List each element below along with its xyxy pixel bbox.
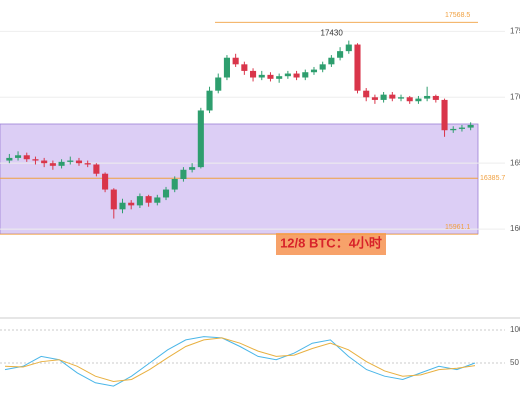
level-label: 15961.1 [445,224,470,231]
candle-body [371,97,378,100]
candle-body [93,164,100,174]
candle-body [450,128,457,131]
candle-body [302,72,309,78]
candle-body [441,99,448,131]
high-label: 17430 [321,29,344,38]
candle-body [397,97,405,99]
candle-body [345,44,352,52]
candle-body [467,124,474,128]
y-tick-label: 16000 [510,224,520,233]
candle-body [406,97,413,102]
candle-body [458,127,465,129]
y-tick-label: 16500 [510,158,520,167]
candle-body [180,169,187,179]
candle-body [197,110,204,168]
candle-body [145,196,152,203]
y-tick-label: 17500 [510,26,520,35]
candle-body [189,167,196,170]
candle-body [206,90,213,111]
level-label: 17568.5 [445,12,470,19]
candle-body [328,57,335,65]
candle-body [84,163,91,165]
candle-body [267,74,274,79]
candle-body [284,73,291,77]
candle-body [154,197,161,203]
candle-body [110,189,117,210]
candle-body [6,157,13,161]
candle-body [215,77,222,91]
candle-body [415,98,422,102]
candle-body [32,159,39,161]
candle-body [337,51,344,58]
candle-body [250,70,257,78]
osc-tick-label: 100 [510,325,520,334]
candle-body [232,57,239,65]
candle-body [23,155,30,160]
candle-body [119,202,126,210]
candle-body [58,161,65,166]
osc-line [4,337,476,382]
y-tick-label: 17000 [510,92,520,101]
candle-body [380,94,387,100]
candle-body [241,64,248,71]
osc-line [4,336,476,387]
candle-body [293,73,300,78]
candle-body [276,76,283,79]
candle-body [319,64,326,70]
chart-title: 12/8 BTC：4小时 [280,235,382,250]
candle-body [432,95,439,100]
candle-body [75,160,83,164]
candle-body [310,69,318,73]
candle-body [223,57,230,78]
candle-body [363,90,370,98]
candle-body [15,155,22,158]
candle-body [41,160,48,164]
candle-body [258,74,265,78]
candle-body [171,179,178,190]
candle-body [136,196,143,206]
candle-body [49,163,56,166]
candle-body [354,44,361,91]
candle-body [424,95,431,99]
range-zone [0,123,479,235]
candle-body [128,202,135,206]
candle-body [67,160,74,162]
osc-tick-label: 50 [510,358,519,367]
title-box [276,233,386,255]
candle-body [102,173,109,190]
candle-body [389,94,396,99]
level-label: 16385.7 [480,175,505,182]
candle-body [162,189,170,198]
